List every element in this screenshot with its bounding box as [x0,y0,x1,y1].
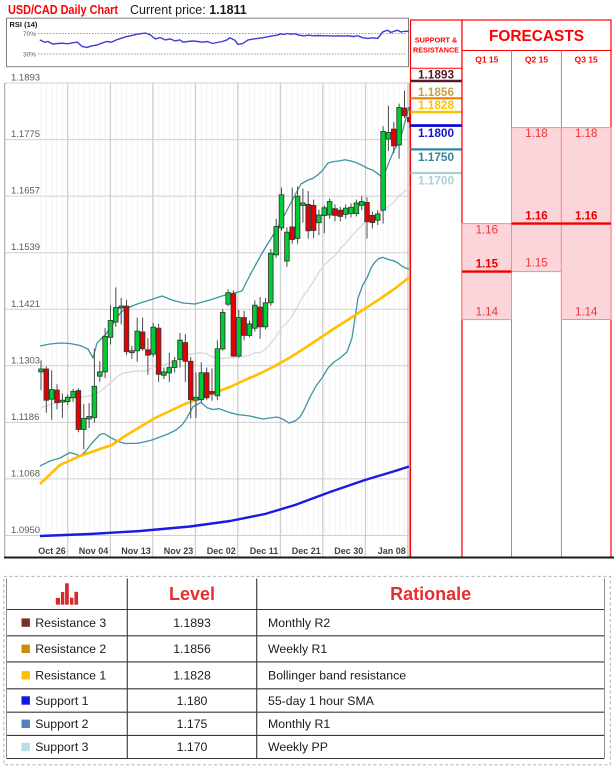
svg-text:Monthly R2: Monthly R2 [268,616,330,630]
svg-text:1.0950: 1.0950 [11,525,40,536]
svg-text:1.14: 1.14 [575,307,598,319]
svg-text:1.1800: 1.1800 [418,126,455,140]
svg-text:Dec 02: Dec 02 [207,546,236,556]
svg-text:Jan 08: Jan 08 [378,546,406,556]
svg-text:Nov 04: Nov 04 [79,546,109,556]
svg-text:1.1893: 1.1893 [11,73,40,84]
svg-text:Q2 15: Q2 15 [525,55,548,65]
svg-text:1.16: 1.16 [525,211,547,223]
svg-text:1.1421: 1.1421 [11,299,40,310]
svg-text:Nov 13: Nov 13 [121,546,151,556]
svg-text:1.15: 1.15 [476,259,499,271]
svg-text:Dec 11: Dec 11 [250,546,279,556]
svg-text:Support 3: Support 3 [35,740,88,754]
svg-text:1.180: 1.180 [177,694,208,708]
svg-text:1.1303: 1.1303 [11,355,40,366]
svg-text:Oct 26: Oct 26 [38,546,66,556]
svg-text:1.1856: 1.1856 [173,642,211,656]
svg-text:Dec 30: Dec 30 [334,546,363,556]
svg-text:1.1657: 1.1657 [11,186,40,197]
svg-text:1.1750: 1.1750 [418,150,455,164]
svg-text:1.1828: 1.1828 [173,669,211,683]
svg-text:USD/CAD Daily Chart: USD/CAD Daily Chart [8,3,119,17]
svg-text:Bollinger band resistance: Bollinger band resistance [268,669,406,683]
svg-text:30%: 30% [23,51,36,58]
svg-text:RESISTANCE: RESISTANCE [413,46,459,55]
svg-text:Resistance 1: Resistance 1 [35,669,106,683]
svg-text:Rationale: Rationale [390,584,471,604]
svg-text:70%: 70% [23,31,36,38]
svg-text:Q3 15: Q3 15 [575,55,598,65]
svg-text:SUPPORT &: SUPPORT & [415,36,458,45]
svg-text:Support 1: Support 1 [35,694,88,708]
svg-text:FORECASTS: FORECASTS [489,28,584,45]
svg-text:Resistance 3: Resistance 3 [35,616,106,630]
svg-text:Support 2: Support 2 [35,717,88,731]
svg-text:1.170: 1.170 [177,740,208,754]
svg-text:Resistance 2: Resistance 2 [35,642,106,656]
svg-text:1.14: 1.14 [476,307,499,319]
svg-text:1.1700: 1.1700 [418,174,455,188]
svg-text:1.1068: 1.1068 [11,468,40,479]
svg-text:1.1893: 1.1893 [173,616,211,630]
svg-text:Weekly R1: Weekly R1 [268,642,327,656]
svg-text:Q1 15: Q1 15 [475,55,498,65]
svg-text:Level: Level [169,584,215,604]
svg-text:Nov 23: Nov 23 [164,546,194,556]
svg-text:1.16: 1.16 [575,211,597,223]
svg-text:1.1828: 1.1828 [418,98,455,112]
svg-text:1.18: 1.18 [525,128,547,140]
svg-text:1.1186: 1.1186 [11,412,39,423]
svg-text:Dec 21: Dec 21 [292,546,321,556]
svg-text:1.1775: 1.1775 [11,129,40,140]
svg-text:Current price: 1.1811: Current price: 1.1811 [130,3,247,17]
svg-text:1.1539: 1.1539 [11,242,40,253]
svg-text:1.15: 1.15 [525,258,547,270]
svg-text:1.16: 1.16 [476,225,498,237]
svg-text:1.18: 1.18 [575,128,597,140]
svg-text:1.175: 1.175 [177,717,208,731]
svg-text:55-day 1 hour SMA: 55-day 1 hour SMA [268,694,375,708]
svg-text:Monthly R1: Monthly R1 [268,717,330,731]
svg-text:1.1856: 1.1856 [418,85,455,99]
svg-text:1.1893: 1.1893 [418,68,455,82]
svg-text:RSI (14): RSI (14) [10,20,38,29]
svg-text:Weekly PP: Weekly PP [268,740,328,754]
